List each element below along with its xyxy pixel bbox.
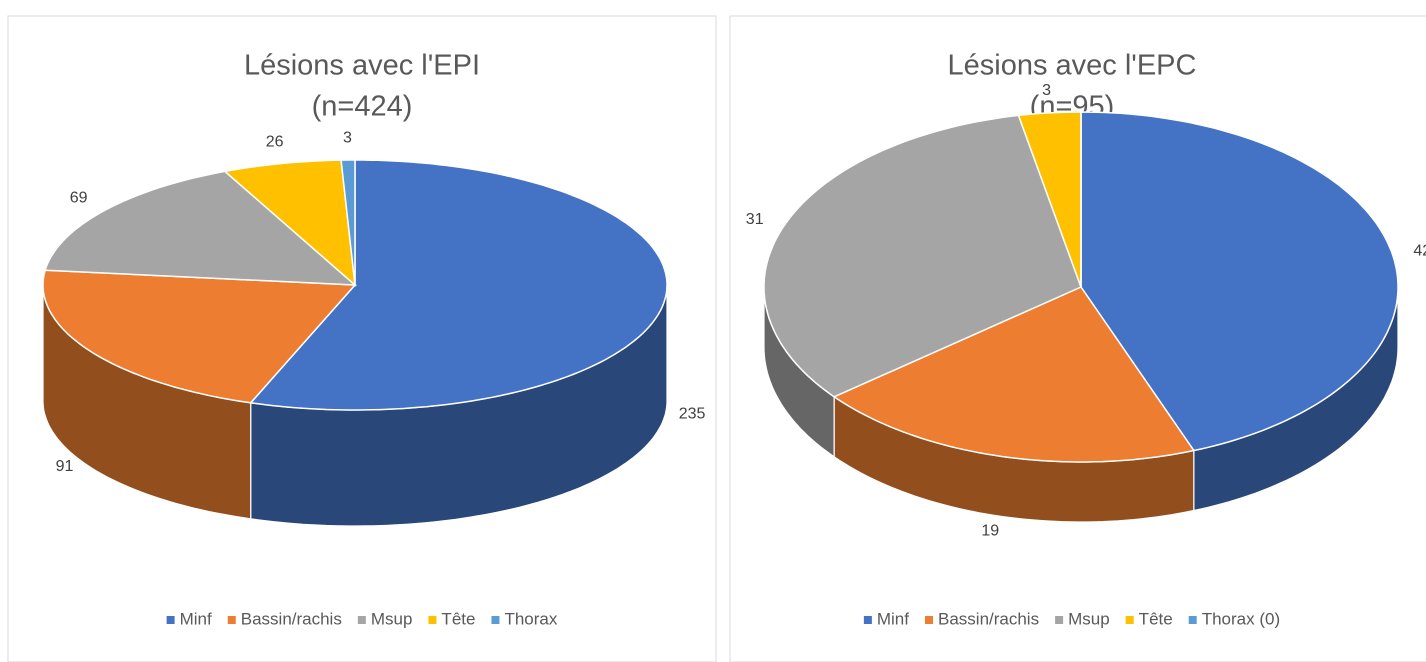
pie-slice <box>42 269 357 404</box>
legend-swatch <box>227 616 236 624</box>
legend-swatch <box>1125 616 1134 624</box>
legend-swatch <box>428 616 437 624</box>
legend-swatch <box>924 616 933 624</box>
pie-slice <box>1080 111 1399 452</box>
chart-title: Lésions avec l'EPC <box>948 50 1197 82</box>
legend-label: Bassin/rachis <box>938 609 1039 628</box>
legend-label: Tête <box>441 609 475 628</box>
legend-swatch <box>166 616 175 624</box>
legend-label: Bassin/rachis <box>241 609 342 628</box>
data-label: 3 <box>1042 82 1051 99</box>
data-label: 69 <box>70 190 88 207</box>
legend-label: Thorax (0) <box>1202 609 1280 628</box>
data-label: 31 <box>746 211 764 228</box>
legend-swatch <box>357 616 366 624</box>
chart-title: Lésions avec l'EPI <box>244 50 480 82</box>
chart-subtitle: (n=424) <box>312 91 413 123</box>
legend-swatch <box>1188 616 1197 624</box>
legend-label: Thorax <box>504 609 557 628</box>
data-label: 235 <box>679 406 706 423</box>
legend-label: Msup <box>1068 609 1110 628</box>
legend-label: Minf <box>877 609 909 628</box>
data-label: 26 <box>266 133 284 150</box>
legend-swatch <box>491 616 500 624</box>
legend-label: Msup <box>371 609 413 628</box>
pie-slice <box>223 159 356 287</box>
pie-slice <box>340 159 356 286</box>
legend: Minf Bassin/rachis Msup Tête Thorax (0) <box>863 609 1280 628</box>
legend-swatch <box>1055 616 1064 624</box>
pie-slice <box>763 114 1082 398</box>
data-label: 19 <box>981 522 999 539</box>
pie-slice <box>249 159 668 411</box>
legend-label: Tête <box>1139 609 1173 628</box>
pie-slice <box>1017 111 1082 288</box>
legend-label: Minf <box>180 609 212 628</box>
legend: Minf Bassin/rachis Msup Tête Thorax <box>166 609 558 628</box>
legend-swatch <box>863 616 872 624</box>
pie-slice <box>44 170 358 286</box>
data-label: 3 <box>343 129 352 146</box>
data-label: 91 <box>56 458 74 475</box>
pie-slice <box>832 286 1196 463</box>
data-label: 42 <box>1413 243 1426 260</box>
